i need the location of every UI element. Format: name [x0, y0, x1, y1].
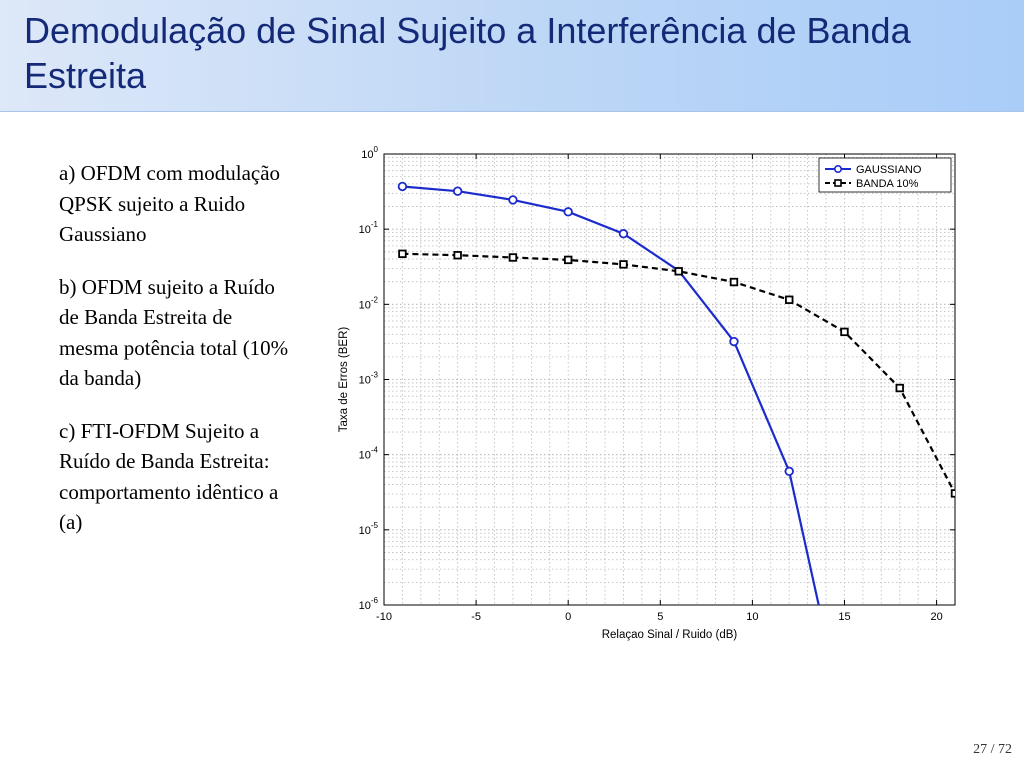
- x-tick-label: 10: [746, 611, 758, 623]
- x-tick-label: 20: [930, 611, 942, 623]
- grid-lines: [384, 153, 956, 605]
- data-point: [619, 260, 628, 269]
- series-line: [402, 252, 955, 494]
- ber-chart: -10 -5 0 5 10 15 20 100 10-1 10-2 10-3 10-4 10-5 10-6…: [338, 145, 956, 641]
- legend: GAUSSIANO BANDA 10%: [818, 157, 952, 193]
- y-tick-label: 10-3: [359, 371, 379, 387]
- x-tick-label: 5: [657, 611, 663, 623]
- data-point: [508, 195, 518, 205]
- legend-marker: [833, 164, 842, 173]
- y-tick-label: 10-6: [359, 596, 379, 612]
- data-point: [563, 207, 573, 217]
- series-0: [397, 181, 820, 605]
- legend-label: BANDA 10%: [856, 178, 919, 190]
- paragraph-c: c) FTI-OFDM Sujeito a Ruído de Banda Est…: [59, 418, 279, 535]
- y-tick-label: 100: [361, 145, 378, 161]
- x-tick-label: -5: [471, 611, 481, 623]
- series-1: [398, 249, 955, 498]
- x-tick-label: -10: [376, 611, 392, 623]
- y-tick-label: 10-5: [359, 521, 379, 537]
- data-point: [563, 255, 573, 265]
- data-point: [729, 336, 739, 347]
- x-axis-label: Relaçao Sinal / Ruido (dB): [602, 629, 738, 641]
- data-point: [453, 251, 462, 260]
- data-point: [895, 383, 904, 393]
- data-point: [785, 295, 794, 304]
- y-tick-label: 10-2: [359, 295, 379, 311]
- data-point: [840, 327, 849, 337]
- data-point: [950, 489, 955, 498]
- x-tick-label: 15: [838, 611, 850, 623]
- body-text: a) OFDM com modulação QPSK sujeito a Rui…: [59, 158, 295, 560]
- page-number: 27 / 72: [973, 742, 1012, 757]
- data-point: [398, 249, 407, 259]
- legend-marker: [834, 179, 842, 187]
- legend-label: GAUSSIANO: [856, 164, 922, 176]
- y-tick-label: 10-1: [359, 220, 379, 236]
- data-point: [452, 186, 463, 196]
- title-band: [0, 0, 1024, 112]
- paragraph-a: a) OFDM com modulação QPSK sujeito a Rui…: [59, 161, 281, 246]
- data-point: [729, 277, 739, 287]
- y-tick-label: 10-4: [359, 446, 379, 462]
- slide-title: Demodulação de Sinal Sujeito a Interferê…: [24, 10, 911, 96]
- y-axis-label: Taxa de Erros (BER): [338, 327, 350, 433]
- data-point: [784, 466, 794, 477]
- paragraph-b: b) OFDM sujeito a Ruído de Banda Estreit…: [59, 274, 289, 391]
- x-tick-label: 0: [565, 611, 571, 623]
- data-point: [674, 267, 683, 276]
- data-point: [618, 229, 629, 239]
- data-point: [508, 253, 518, 262]
- data-point: [397, 181, 408, 192]
